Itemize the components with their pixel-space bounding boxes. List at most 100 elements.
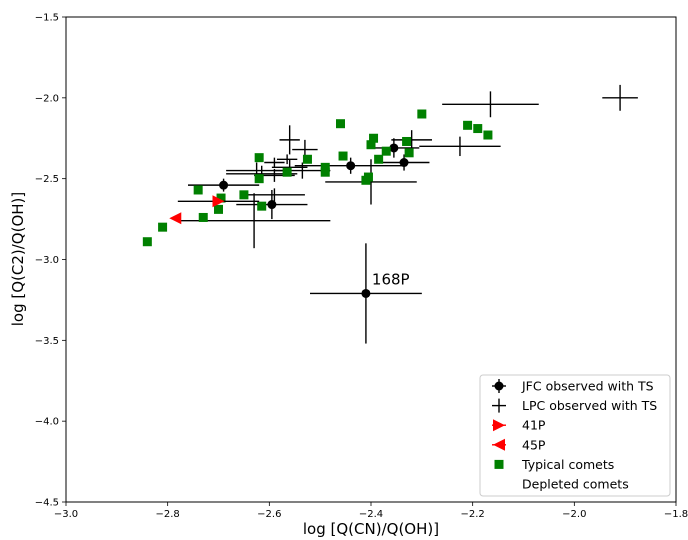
x-axis-title: log [Q(CN)/Q(OH)] <box>303 520 439 538</box>
x-tick-label: −2.4 <box>359 509 383 520</box>
data-point <box>193 185 203 195</box>
data-point <box>336 119 345 129</box>
y-tick-label: −2.0 <box>35 93 59 104</box>
data-point <box>442 91 539 118</box>
legend-entry: Depleted comets <box>522 477 629 492</box>
square-marker <box>336 119 345 129</box>
data-point <box>483 130 493 140</box>
square-marker <box>369 133 379 143</box>
square-marker <box>320 167 330 177</box>
data-marks <box>142 84 638 344</box>
square-marker <box>257 201 267 211</box>
annotation-label: 168P <box>372 270 410 288</box>
x-tick-label: −2.0 <box>562 509 586 520</box>
square-marker <box>320 162 330 172</box>
square-marker <box>216 193 226 203</box>
data-point <box>302 154 312 164</box>
annotations: 168P <box>372 270 410 288</box>
legend-entry: Typical comets <box>494 457 614 472</box>
x-tick-label: −3.0 <box>54 509 78 520</box>
square-marker <box>254 174 264 184</box>
circle-marker <box>399 158 409 167</box>
square-marker <box>338 151 348 161</box>
legend-swatch <box>493 419 505 432</box>
triangle-left-marker <box>169 212 182 225</box>
legend: JFC observed with TS LPC observed with TS… <box>479 374 671 497</box>
square-marker <box>366 140 376 150</box>
data-point <box>338 151 348 161</box>
data-point <box>279 125 300 155</box>
data-point <box>254 174 264 184</box>
circle-marker <box>361 288 371 298</box>
y-tick-label: −4.5 <box>35 498 59 509</box>
data-point <box>325 159 417 205</box>
data-point <box>473 124 483 134</box>
square-marker <box>402 136 412 146</box>
data-point <box>216 193 226 203</box>
square-marker <box>158 222 168 232</box>
square-marker <box>239 190 249 200</box>
data-point <box>463 120 473 130</box>
square-marker <box>214 204 223 214</box>
data-point <box>282 167 292 177</box>
legend-label: Typical comets <box>521 457 614 472</box>
circle-marker <box>389 143 399 153</box>
square-marker <box>374 154 384 164</box>
y-tick-label: −4.0 <box>35 417 59 428</box>
series-jfc-observed-with-ts <box>188 138 430 344</box>
data-point <box>320 167 330 177</box>
y-tick-label: −1.5 <box>35 13 59 24</box>
y-tick-label: −3.5 <box>35 336 59 347</box>
data-point <box>417 109 427 119</box>
data-point <box>276 154 298 165</box>
data-point <box>236 189 308 220</box>
circle-marker <box>346 161 356 171</box>
legend-entry: JFC observed with TS <box>492 379 654 394</box>
data-point <box>363 172 373 182</box>
data-point <box>142 237 152 247</box>
square-marker <box>404 148 414 158</box>
legend-swatch <box>493 438 505 451</box>
square-marker <box>473 124 483 134</box>
data-point <box>366 140 376 150</box>
legend-swatch <box>494 459 504 469</box>
legend-entry: LPC observed with TS <box>492 398 657 413</box>
circle-marker <box>267 200 277 210</box>
square-marker <box>463 120 473 130</box>
axis-ticks: −3.0 −2.8 −2.6 −2.4 −2.2 −2.0 −1.8 −4.5 −4.0 −3.5… <box>35 13 688 521</box>
data-point <box>198 212 208 222</box>
square-marker <box>282 167 292 177</box>
legend-label: 45P <box>522 437 546 452</box>
series-45p <box>169 212 182 225</box>
data-point <box>254 153 264 163</box>
square-marker <box>302 154 312 164</box>
series-41p <box>177 195 260 208</box>
data-point <box>264 157 285 168</box>
data-point <box>419 136 501 157</box>
data-point <box>239 190 249 200</box>
y-tick-label: −3.0 <box>35 255 59 266</box>
data-point <box>177 195 260 208</box>
data-point <box>402 136 412 146</box>
data-point <box>369 133 379 143</box>
data-point <box>257 201 267 211</box>
legend-entry: 45P <box>492 437 546 452</box>
legend-box <box>479 374 671 497</box>
data-point <box>391 130 432 150</box>
legend-label: LPC observed with TS <box>522 398 657 413</box>
legend-label: 41P <box>522 418 546 433</box>
x-tick-label: −2.6 <box>257 509 281 520</box>
legend-label: JFC observed with TS <box>521 379 654 394</box>
data-point <box>368 138 420 158</box>
data-point <box>310 243 422 344</box>
square-marker <box>483 130 493 140</box>
data-point <box>214 204 223 214</box>
x-tick-label: −2.2 <box>461 509 485 520</box>
data-point <box>188 178 260 192</box>
legend-label: Depleted comets <box>522 477 629 492</box>
x-tick-label: −2.8 <box>156 509 180 520</box>
square-marker <box>417 109 427 119</box>
series-typical-comets <box>142 109 493 247</box>
legend-swatch <box>494 381 504 391</box>
